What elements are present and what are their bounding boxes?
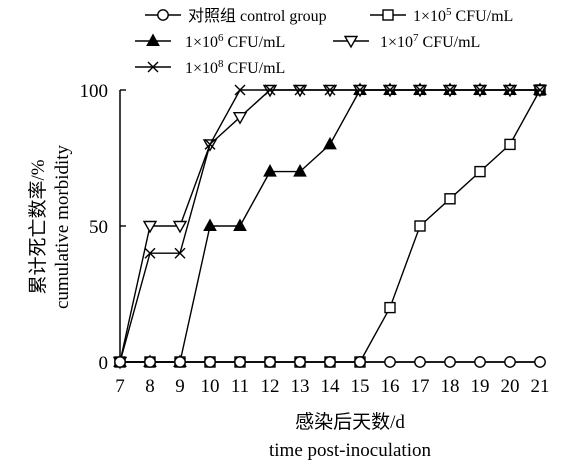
data-point	[444, 193, 456, 205]
series-3	[112, 84, 548, 370]
data-point	[354, 356, 366, 368]
data-point	[114, 356, 126, 368]
data-point	[354, 84, 366, 96]
legend-item-1e5	[370, 9, 406, 21]
y-tick-label: 0	[99, 353, 109, 374]
y-axis-label-cn: 累计死亡数率/%	[27, 159, 49, 294]
x-tick-label: 16	[381, 376, 400, 397]
x-tick-label: 7	[115, 376, 125, 397]
x-tick-label: 19	[471, 376, 490, 397]
data-point	[534, 84, 546, 96]
data-point	[384, 356, 396, 368]
data-point	[444, 356, 456, 368]
x-tick-label: 17	[411, 376, 430, 397]
data-point	[263, 164, 277, 177]
data-point	[234, 356, 246, 368]
data-point	[384, 84, 396, 96]
x-tick-label: 13	[291, 376, 310, 397]
data-point	[204, 356, 216, 368]
x-tick-label: 9	[175, 376, 185, 397]
data-point	[204, 138, 216, 150]
x-tick-label: 8	[145, 376, 155, 397]
data-point	[174, 247, 186, 259]
x-tick-label: 14	[321, 376, 341, 397]
x-tick-label: 12	[261, 376, 280, 397]
x-tick-label: 15	[351, 376, 370, 397]
data-point	[264, 84, 276, 96]
x-tick-label: 21	[531, 376, 550, 397]
legend-marker	[157, 9, 169, 21]
data-point	[504, 138, 516, 151]
data-point	[142, 220, 158, 234]
legend-item-control	[145, 9, 181, 21]
legend-label-control: 对照组 control group	[188, 7, 327, 25]
y-tick-label: 100	[80, 81, 109, 102]
x-tick-label: 11	[231, 376, 249, 397]
legend-item-1e8	[135, 61, 171, 73]
data-point	[414, 84, 426, 96]
legend-label-1e5: 1×105 CFU/mL	[413, 6, 513, 25]
x-tick-label: 20	[501, 376, 520, 397]
x-axis-label-cn: 感染后天数/d	[295, 411, 405, 433]
legend-marker	[147, 61, 159, 73]
legend-marker	[382, 9, 394, 21]
data-point	[294, 356, 306, 368]
data-point	[504, 84, 516, 96]
y-axis-label-en: cumulative morbidity	[52, 144, 73, 309]
legend-label-1e8: 1×108 CFU/mL	[185, 58, 285, 77]
data-point	[474, 84, 486, 96]
legend-marker	[146, 33, 160, 46]
data-point	[323, 136, 337, 150]
data-point	[324, 356, 336, 368]
y-tick-label: 50	[89, 217, 108, 238]
data-point	[474, 356, 486, 368]
plot-area	[112, 82, 548, 370]
data-point	[294, 84, 306, 96]
y-ticks: 0 50 100	[80, 81, 126, 374]
axes: 0 50 100 7 8 9 10 11 12 13 14 15 16 17 18 19 20 21	[80, 81, 550, 397]
data-point	[324, 84, 336, 96]
data-point	[234, 84, 246, 96]
x-tick-label: 18	[441, 376, 460, 397]
data-point	[293, 164, 307, 177]
legend-label-1e6: 1×106 CFU/mL	[185, 32, 285, 51]
data-point	[414, 356, 426, 368]
data-point	[232, 111, 248, 125]
legend-marker	[343, 35, 359, 49]
legend: 对照组 control group 1×105 CFU/mL 1×106 CFU/m…	[135, 6, 513, 77]
data-point	[174, 356, 186, 368]
data-point	[414, 220, 426, 232]
data-point	[474, 165, 486, 178]
data-point	[233, 218, 247, 231]
data-point	[384, 301, 396, 314]
data-point	[264, 356, 276, 368]
series-4	[114, 84, 546, 368]
series-0	[114, 356, 546, 368]
legend-item-1e6	[135, 33, 171, 46]
data-point	[144, 356, 156, 368]
x-axis-label-en: time post-inoculation	[269, 440, 432, 461]
data-point	[203, 218, 217, 231]
legend-item-1e7	[333, 35, 369, 49]
data-point	[144, 247, 156, 259]
legend-label-1e7: 1×107 CFU/mL	[380, 32, 480, 51]
x-tick-label: 10	[201, 376, 220, 397]
data-point	[444, 84, 456, 96]
data-point	[504, 356, 516, 368]
data-point	[172, 220, 188, 234]
data-point	[534, 356, 546, 368]
